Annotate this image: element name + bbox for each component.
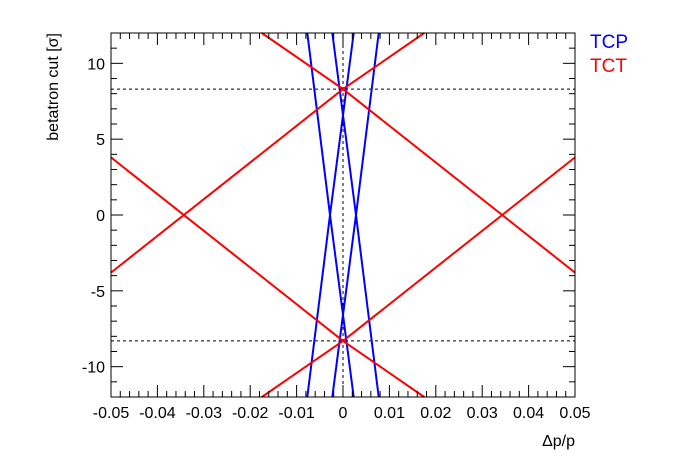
legend-entry-tcp: TCP <box>590 32 628 53</box>
series-tct-line-3 <box>261 156 576 398</box>
x-tick-label: 0 <box>339 405 348 422</box>
x-tick-label: 0.05 <box>559 405 590 422</box>
x-tick-label: -0.01 <box>278 405 315 422</box>
y-tick-label: 10 <box>87 56 105 73</box>
reference-lines <box>111 33 575 397</box>
y-tick-label: 5 <box>96 132 105 149</box>
series-tcp-line-3 <box>306 32 355 398</box>
series-tcp-line-2 <box>331 32 380 398</box>
x-tick-label: -0.03 <box>186 405 223 422</box>
x-tick-label: 0.01 <box>374 405 405 422</box>
x-tick-label: 0.04 <box>513 405 544 422</box>
tick-labels: -0.05 -0.04 -0.03 -0.02 -0.01 0 0.01 0.02 0.03 0.… <box>82 56 591 422</box>
plot-frame <box>110 32 576 398</box>
x-tick-label: -0.05 <box>93 405 130 422</box>
series-tct-line-1 <box>110 32 425 274</box>
x-tick-label: -0.04 <box>139 405 176 422</box>
x-tick-label: 0.03 <box>467 405 498 422</box>
x-axis-title: Δp/p <box>542 433 575 450</box>
series-layer <box>110 32 576 398</box>
y-tick-label: -5 <box>91 284 105 301</box>
x-tick-label: -0.02 <box>232 405 269 422</box>
x-tick-label: 0.02 <box>420 405 451 422</box>
y-axis-title: betatron cut [σ] <box>45 33 62 141</box>
y-tick-label: 0 <box>96 208 105 225</box>
legend-entry-tct: TCT <box>590 56 627 77</box>
y-tick-label: -10 <box>82 360 105 377</box>
